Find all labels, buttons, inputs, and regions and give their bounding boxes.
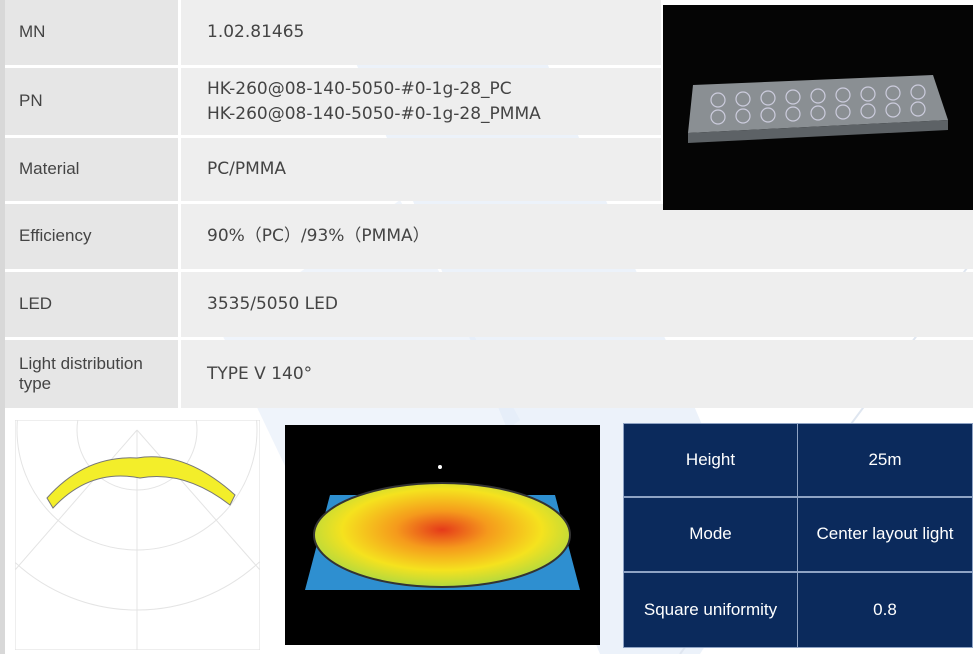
sim-value: 25m — [797, 423, 973, 497]
value-line: HK-260@08-140-5050-#0-1g-28_PC — [207, 78, 512, 99]
row-value: 3535/5050 LED — [181, 272, 973, 337]
row-label: Light distribution type — [5, 340, 178, 408]
row-value: TYPE V 140° — [181, 340, 973, 408]
row-value: 1.02.81465 — [181, 0, 661, 65]
product-image — [663, 5, 973, 210]
value-line: TYPE V 140° — [207, 363, 313, 384]
sim-value: Center layout light — [797, 497, 973, 572]
illuminance-image — [285, 425, 600, 645]
row-label: Material — [5, 138, 178, 201]
value-line: 3535/5050 LED — [207, 294, 338, 315]
sim-label: Height — [623, 423, 798, 497]
value-line: HK-260@08-140-5050-#0-1g-28_PMMA — [207, 103, 541, 124]
row-label: MN — [5, 0, 178, 65]
sim-label: Mode — [623, 497, 798, 572]
row-value: 90%（PC）/93%（PMMA） — [181, 204, 973, 269]
sim-label: Square uniformity — [623, 572, 798, 648]
value-line: 90%（PC）/93%（PMMA） — [207, 226, 430, 247]
value-line: PC/PMMA — [207, 159, 287, 180]
row-label: LED — [5, 272, 178, 337]
row-value: PC/PMMA — [181, 138, 661, 201]
polar-plot-image — [15, 420, 260, 650]
sim-value: 0.8 — [797, 572, 973, 648]
row-label: Efficiency — [5, 204, 178, 269]
value-line: 1.02.81465 — [207, 22, 305, 43]
row-label: PN — [5, 68, 178, 135]
row-value: HK-260@08-140-5050-#0-1g-28_PC HK-260@08-… — [181, 68, 661, 135]
